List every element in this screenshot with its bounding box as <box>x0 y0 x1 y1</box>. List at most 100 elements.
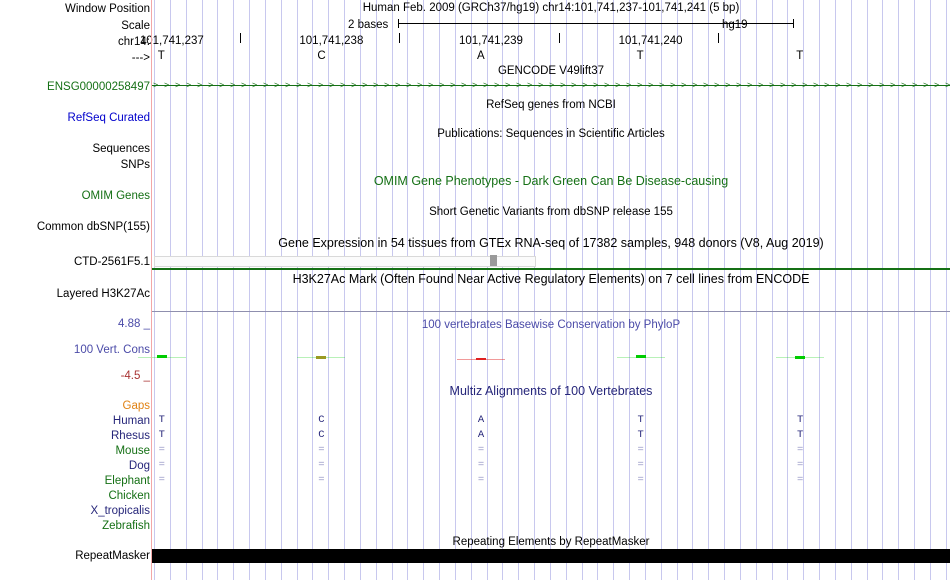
transcript-direction-arrow-icon: > <box>791 80 797 90</box>
gridline <box>803 0 804 580</box>
sidebar-item-gaps[interactable]: Gaps <box>122 400 151 412</box>
transcript-direction-arrow-icon: > <box>439 80 445 90</box>
transcript-direction-arrow-icon: > <box>560 80 566 90</box>
transcript-direction-arrow-icon: > <box>692 80 698 90</box>
gridline <box>154 0 155 580</box>
sequence-base-letter: T <box>796 50 804 62</box>
gridline <box>186 0 187 580</box>
gridline <box>835 0 836 580</box>
gridline <box>439 0 440 580</box>
transcript-direction-arrow-icon: > <box>252 80 258 90</box>
gridline <box>423 0 424 580</box>
gridline <box>344 0 345 580</box>
gridline <box>455 0 456 580</box>
ruler-tick-label: 101,741,239 <box>459 35 523 47</box>
transcript-direction-arrow-icon: > <box>527 80 533 90</box>
transcript-direction-arrow-icon: > <box>505 80 511 90</box>
gridline <box>487 0 488 580</box>
transcript-direction-arrow-icon: > <box>450 80 456 90</box>
sidebar-item-species-zebrafish[interactable]: Zebrafish <box>102 520 150 532</box>
gridline <box>756 0 757 580</box>
transcript-direction-arrow-icon: > <box>461 80 467 90</box>
multiz-alignment-base: C <box>318 414 325 426</box>
gridline <box>772 0 773 580</box>
gridline <box>360 0 361 580</box>
multiz-alignment-base: T <box>158 414 165 426</box>
multiz-alignment-base: C <box>318 429 325 441</box>
gridline <box>692 0 693 580</box>
transcript-direction-arrow-icon: > <box>219 80 225 90</box>
transcript-direction-arrow-icon: > <box>164 80 170 90</box>
sidebar-item-species-rhesus[interactable]: Rhesus <box>111 430 150 442</box>
sidebar-item-species-dog[interactable]: Dog <box>128 460 150 472</box>
gtex-expression-block[interactable] <box>490 255 497 266</box>
gridline <box>265 0 266 580</box>
sidebar-item-gtex-gene[interactable]: CTD-2561F5.1 <box>73 256 150 268</box>
multiz-alignment-base: T <box>637 429 644 441</box>
sidebar-item-snps[interactable]: SNPs <box>120 159 150 171</box>
conservation-value-bar[interactable] <box>316 355 327 359</box>
gridline <box>819 0 820 580</box>
transcript-direction-arrow-icon: > <box>780 80 786 90</box>
multiz-alignment-base: = <box>318 474 325 486</box>
sidebar-item-species-mouse[interactable]: Mouse <box>115 445 150 457</box>
sidebar-item-common-dbsnp[interactable]: Common dbSNP(155) <box>36 221 150 233</box>
gtex-gene-bar[interactable] <box>154 256 536 267</box>
track-title-gtex: Gene Expression in 54 tissues from GTEx … <box>278 236 824 250</box>
sidebar-item-layered-h3k27ac[interactable]: Layered H3K27Ac <box>56 288 150 300</box>
gridline <box>787 0 788 580</box>
sidebar-item-100-vert-cons[interactable]: 100 Vert. Cons <box>73 344 150 356</box>
gridline <box>502 0 503 580</box>
sidebar-item-gencode[interactable]: ENSG00000258497 <box>47 81 150 93</box>
track-label-column[interactable]: Window Position Scale chr14: ---> ENSG00… <box>0 0 152 580</box>
ruler-tick-mark <box>718 33 720 43</box>
sidebar-item-species-chicken[interactable]: Chicken <box>108 490 150 502</box>
transcript-direction-arrow-icon: > <box>582 80 588 90</box>
track-content-area[interactable]: Human Feb. 2009 (GRCh37/hg19) chr14:101,… <box>137 0 950 580</box>
transcript-direction-arrow-icon: > <box>516 80 522 90</box>
sidebar-item-species-human[interactable]: Human <box>112 415 150 427</box>
multiz-alignment-base: = <box>158 444 165 456</box>
transcript-direction-arrow-icon: > <box>307 80 313 90</box>
track-title-phylop: 100 vertebrates Basewise Conservation by… <box>421 319 681 331</box>
assembly-label: hg19 <box>722 19 748 31</box>
transcript-direction-arrow-icon: > <box>868 80 874 90</box>
multiz-alignment-base: = <box>637 444 644 456</box>
gridline <box>249 0 250 580</box>
gencode-transcript-arrow-line[interactable]: > > > > > > > > > > > > > > > > > > > > > > > > > > > > > > > > > > > > > > > >… <box>152 80 950 91</box>
transcript-direction-arrow-icon: > <box>637 80 643 90</box>
track-data-area[interactable] <box>152 0 950 580</box>
transcript-direction-arrow-icon: > <box>296 80 302 90</box>
transcript-direction-arrow-icon: > <box>373 80 379 90</box>
multiz-alignment-base: A <box>477 414 485 426</box>
conservation-value-bar[interactable] <box>795 355 806 359</box>
transcript-direction-arrow-icon: > <box>274 80 280 90</box>
transcript-direction-arrow-icon: > <box>472 80 478 90</box>
transcript-direction-arrow-icon: > <box>340 80 346 90</box>
track-title-publications: Publications: Sequences in Scientific Ar… <box>437 128 665 140</box>
track-title-h3k27ac: H3K27Ac Mark (Often Found Near Active Re… <box>292 272 810 286</box>
transcript-direction-arrow-icon: > <box>428 80 434 90</box>
gridline <box>851 0 852 580</box>
repeatmasker-feature-bar[interactable] <box>152 549 950 563</box>
sidebar-item-species-elephant[interactable]: Elephant <box>104 475 150 487</box>
multiz-alignment-base: = <box>797 459 804 471</box>
sidebar-item-sequences[interactable]: Sequences <box>92 143 150 155</box>
sidebar-item-refseq[interactable]: RefSeq Curated <box>67 112 150 124</box>
conservation-value-bar[interactable] <box>635 355 646 358</box>
transcript-direction-arrow-icon: > <box>241 80 247 90</box>
ruler-tick-label: 101,741,237 <box>139 35 204 47</box>
transcript-direction-arrow-icon: > <box>813 80 819 90</box>
sidebar-item-species-x-tropicalis[interactable]: X_tropicalis <box>90 505 150 517</box>
gridline <box>217 0 218 580</box>
sidebar-item-repeatmasker[interactable]: RepeatMasker <box>75 550 150 562</box>
conservation-value-bar[interactable] <box>476 358 486 360</box>
sidebar-item-omim-genes[interactable]: OMIM Genes <box>81 190 150 202</box>
multiz-alignment-base: T <box>158 429 165 441</box>
phylop-axis-max-label: 4.88 _ <box>118 318 150 330</box>
repeatmasker-bar-left-cap <box>152 549 154 563</box>
gridline <box>613 0 614 580</box>
gridline <box>629 0 630 580</box>
conservation-value-bar[interactable] <box>156 355 167 358</box>
